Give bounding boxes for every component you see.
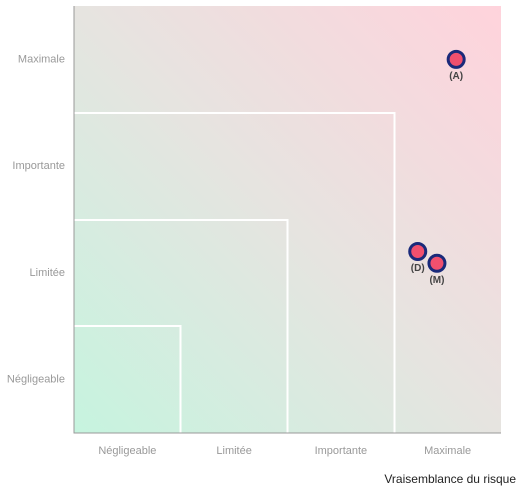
point xyxy=(446,49,466,69)
x-tick-label: Négligeable xyxy=(98,445,156,457)
y-tick-label: Négligeable xyxy=(7,374,65,386)
point xyxy=(427,253,447,273)
point xyxy=(408,242,428,262)
x-tick-label: Limitée xyxy=(216,445,251,457)
y-tick-label: Limitée xyxy=(30,267,65,279)
point-label: (D) xyxy=(411,263,425,274)
y-tick-label: Importante xyxy=(12,160,65,172)
point-label: (M) xyxy=(429,275,444,286)
y-tick-label: Maximale xyxy=(18,53,65,65)
x-axis-title: Vraisemblance du risque xyxy=(384,472,516,486)
zone-boundaries xyxy=(74,112,396,433)
point-label: (A) xyxy=(449,71,463,82)
x-tick-label: Maximale xyxy=(424,445,471,457)
x-tick-label: Importante xyxy=(315,445,368,457)
axes xyxy=(73,6,501,434)
